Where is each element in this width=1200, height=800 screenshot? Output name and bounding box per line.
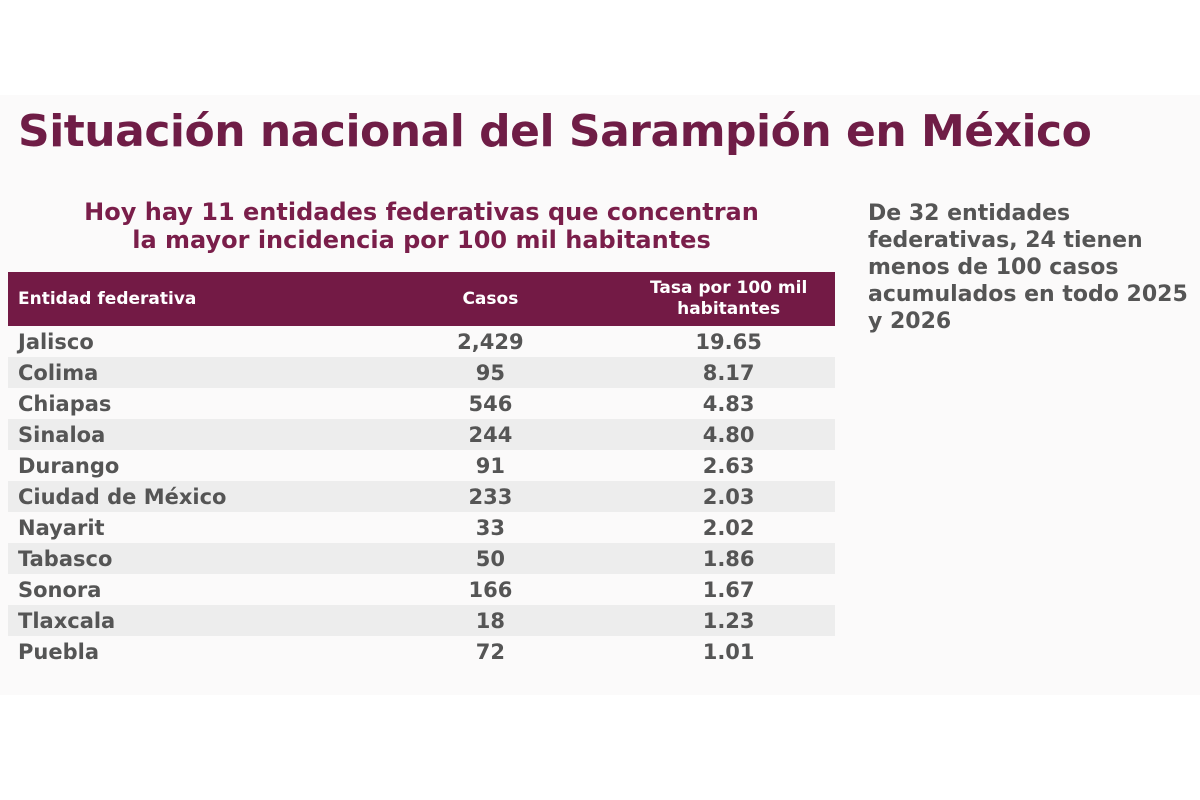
cell-casos: 33 [475, 515, 506, 540]
cell-casos: 244 [398, 419, 583, 450]
cell-tasa: 1.67 [702, 577, 755, 602]
cell-tasa: 8.17 [582, 357, 835, 388]
cell-tasa: 1.86 [582, 543, 835, 574]
cell-casos: 18 [398, 605, 583, 636]
subtitle-line-1: Hoy hay 11 entidades federativas que con… [84, 198, 759, 226]
header-tasa: Tasa por 100 mil habitantes [582, 272, 835, 326]
table-row: Sinaloa 244 4.80 [8, 419, 835, 450]
background-pattern [0, 95, 1200, 695]
cell-tasa: 2.63 [702, 453, 755, 478]
cell-entidad: Sonora [18, 577, 102, 602]
cell-entidad: Tlaxcala [8, 605, 399, 636]
table-row: Puebla 72 1.01 [8, 636, 835, 667]
table-row: Tabasco 50 1.86 [8, 543, 835, 574]
cell-casos: 95 [398, 357, 583, 388]
header-entidad: Entidad federativa [8, 272, 399, 326]
cell-entidad: Puebla [18, 639, 99, 664]
cell-tasa: 1.23 [582, 605, 835, 636]
header-casos: Casos [398, 272, 583, 326]
table-row: Ciudad de México 233 2.03 [8, 481, 835, 512]
cell-entidad: Colima [8, 357, 399, 388]
cell-entidad: Sinaloa [8, 419, 399, 450]
cell-tasa: 4.83 [702, 391, 755, 416]
cell-casos: 91 [475, 453, 506, 478]
cell-entidad: Nayarit [18, 515, 105, 540]
cell-casos: 166 [468, 577, 513, 602]
cell-tasa: 4.80 [582, 419, 835, 450]
cell-tasa: 2.02 [702, 515, 755, 540]
table-row: Jalisco 2,429 19.65 [8, 326, 835, 357]
cell-casos: 2,429 [457, 329, 524, 354]
cell-entidad: Tabasco [8, 543, 399, 574]
cell-tasa: 19.65 [695, 329, 762, 354]
side-note: De 32 entidades federativas, 24 tienen m… [868, 201, 1188, 334]
table-row: Durango 91 2.63 [8, 450, 835, 481]
cell-tasa: 1.01 [702, 639, 755, 664]
table-header-row: Entidad federativa Casos Tasa por 100 mi… [8, 272, 835, 326]
table-row: Nayarit 33 2.02 [8, 512, 835, 543]
table-row: Chiapas 546 4.83 [8, 388, 835, 419]
cell-casos: 72 [475, 639, 506, 664]
cell-casos: 233 [398, 481, 583, 512]
cell-tasa: 2.03 [582, 481, 835, 512]
cell-entidad: Durango [18, 453, 120, 478]
cell-entidad: Ciudad de México [8, 481, 399, 512]
subtitle-line-2: la mayor incidencia por 100 mil habitant… [132, 226, 711, 254]
page-title: Situación nacional del Sarampión en Méxi… [18, 106, 1092, 157]
table-subtitle: Hoy hay 11 entidades federativas que con… [8, 198, 835, 254]
cell-casos: 50 [398, 543, 583, 574]
cell-entidad: Chiapas [18, 391, 112, 416]
cell-entidad: Jalisco [18, 329, 94, 354]
table-row: Tlaxcala 18 1.23 [8, 605, 835, 636]
incidence-table: Entidad federativa Casos Tasa por 100 mi… [8, 272, 835, 667]
table-row: Sonora 166 1.67 [8, 574, 835, 605]
table-row: Colima 95 8.17 [8, 357, 835, 388]
cell-casos: 546 [468, 391, 513, 416]
